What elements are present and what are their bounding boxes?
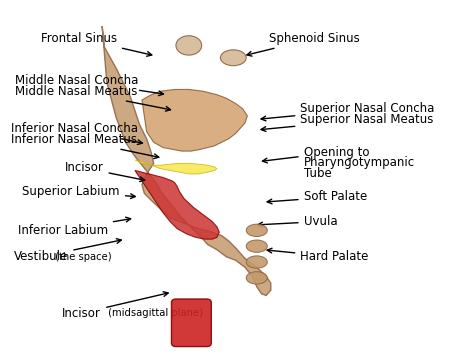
Text: Opening to: Opening to (263, 146, 369, 163)
Text: Hard Palate: Hard Palate (267, 248, 368, 263)
Ellipse shape (176, 36, 201, 55)
Text: Inferior Nasal Meatus: Inferior Nasal Meatus (11, 133, 159, 159)
Text: Frontal Sinus: Frontal Sinus (41, 32, 152, 56)
Text: Incisor: Incisor (65, 162, 145, 181)
Text: Inferior Labium: Inferior Labium (18, 217, 131, 237)
Ellipse shape (246, 256, 267, 268)
FancyBboxPatch shape (172, 299, 211, 346)
Polygon shape (135, 160, 217, 174)
Text: (the space): (the space) (52, 252, 111, 262)
Text: Superior Labium: Superior Labium (23, 185, 135, 198)
Text: Vestibule: Vestibule (14, 239, 121, 263)
Text: Uvula: Uvula (258, 215, 337, 228)
Text: Tube: Tube (304, 167, 332, 180)
Text: Superior Nasal Meatus: Superior Nasal Meatus (261, 113, 434, 131)
Polygon shape (142, 89, 247, 151)
Ellipse shape (246, 240, 267, 252)
Text: Pharyngotympanic: Pharyngotympanic (304, 156, 415, 169)
Ellipse shape (220, 50, 246, 66)
Text: Middle Nasal Meatus: Middle Nasal Meatus (16, 85, 170, 111)
Text: (midsagittal plane): (midsagittal plane) (105, 308, 203, 318)
Polygon shape (102, 26, 271, 295)
Ellipse shape (246, 224, 267, 236)
Polygon shape (135, 170, 219, 239)
Text: Soft Palate: Soft Palate (267, 190, 367, 204)
Ellipse shape (246, 272, 267, 284)
Text: Incisor: Incisor (62, 292, 168, 320)
Text: Sphenoid Sinus: Sphenoid Sinus (247, 32, 360, 56)
Text: Superior Nasal Concha: Superior Nasal Concha (261, 102, 435, 121)
Text: Inferior Nasal Concha: Inferior Nasal Concha (11, 122, 142, 144)
Text: Middle Nasal Concha: Middle Nasal Concha (16, 74, 164, 95)
